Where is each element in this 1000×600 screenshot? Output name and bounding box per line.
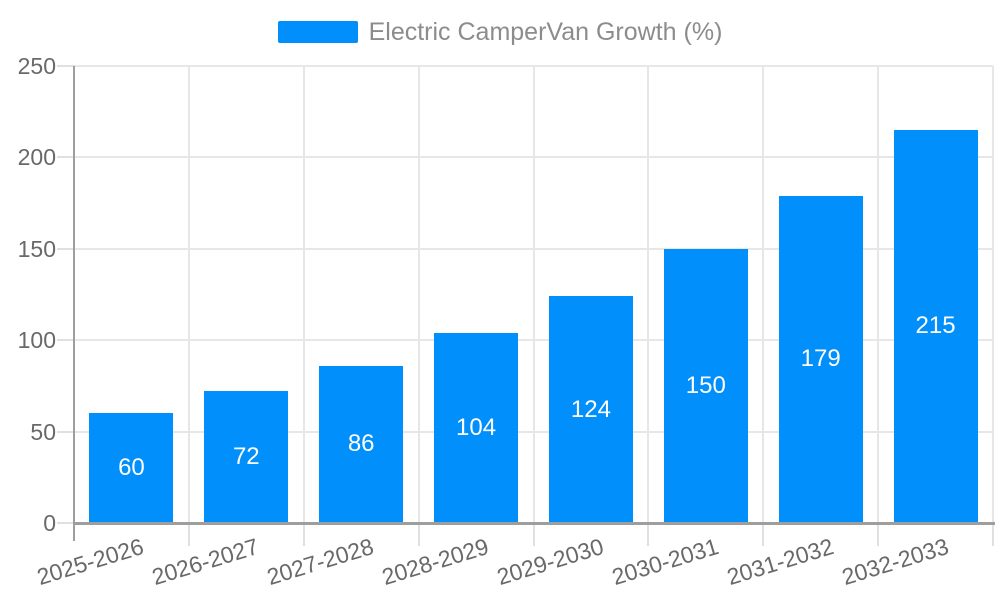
y-axis-tick xyxy=(57,339,74,342)
bar-value-label: 60 xyxy=(118,454,145,482)
bar[interactable]: 86 xyxy=(319,365,404,523)
y-axis-tick xyxy=(57,247,74,250)
gridline-vertical xyxy=(762,66,765,523)
bar[interactable]: 60 xyxy=(89,413,174,523)
bar[interactable]: 215 xyxy=(893,129,978,523)
gridline-vertical xyxy=(532,66,535,523)
gridline-vertical xyxy=(877,66,880,523)
bar-value-label: 72 xyxy=(232,443,260,471)
bar[interactable]: 104 xyxy=(434,332,519,523)
gridline-vertical xyxy=(187,66,190,523)
x-axis-label: 2026-2027 xyxy=(149,533,262,591)
bar[interactable]: 179 xyxy=(778,195,863,523)
gridline-vertical xyxy=(647,66,650,523)
y-axis-tick xyxy=(57,522,74,524)
x-axis-tick xyxy=(762,525,765,546)
legend-label: Electric CamperVan Growth (%) xyxy=(368,18,723,46)
x-axis-tick xyxy=(532,525,535,546)
bar-value-label: 150 xyxy=(685,371,726,399)
x-axis-tick xyxy=(417,525,420,546)
x-axis-label: 2030-2031 xyxy=(608,533,722,591)
legend[interactable]: Electric CamperVan Growth (%) xyxy=(0,16,1000,48)
gridline-vertical xyxy=(302,66,305,523)
x-axis-label: 2031-2032 xyxy=(723,533,837,591)
x-axis-label: 2027-2028 xyxy=(263,533,377,591)
x-axis-label: 2025-2026 xyxy=(34,533,148,591)
bar-value-label: 179 xyxy=(800,345,841,373)
y-axis-label: 150 xyxy=(17,235,56,262)
y-axis-label: 200 xyxy=(17,144,56,171)
bar-value-label: 124 xyxy=(570,395,611,423)
bar[interactable]: 150 xyxy=(663,248,748,523)
x-axis-tick xyxy=(647,525,650,546)
x-axis-label: 2028-2029 xyxy=(378,533,492,591)
gridline-vertical xyxy=(992,66,994,523)
y-axis-tick xyxy=(57,430,74,433)
bar[interactable]: 124 xyxy=(548,296,633,523)
x-axis-tick xyxy=(187,525,190,546)
x-axis-label: 2029-2030 xyxy=(493,533,607,591)
y-axis-label: 250 xyxy=(17,53,56,79)
bar[interactable]: 72 xyxy=(204,391,289,523)
y-axis-tick xyxy=(57,156,74,159)
legend-marker xyxy=(277,21,358,43)
x-axis-line xyxy=(72,521,995,525)
x-axis-tick xyxy=(877,525,880,546)
y-axis-tick xyxy=(57,65,74,67)
x-axis-tick xyxy=(992,525,994,546)
gridline-vertical xyxy=(417,66,420,523)
bar-value-label: 215 xyxy=(915,312,956,340)
x-axis-label: 2032-2033 xyxy=(838,533,952,591)
y-axis-label: 100 xyxy=(17,327,56,354)
y-axis-line xyxy=(72,66,75,541)
bar-value-label: 104 xyxy=(456,413,497,441)
y-axis-label: 50 xyxy=(30,418,56,445)
x-axis-tick xyxy=(302,525,305,546)
bar-value-label: 86 xyxy=(347,430,375,458)
y-axis-label: 0 xyxy=(43,510,56,536)
